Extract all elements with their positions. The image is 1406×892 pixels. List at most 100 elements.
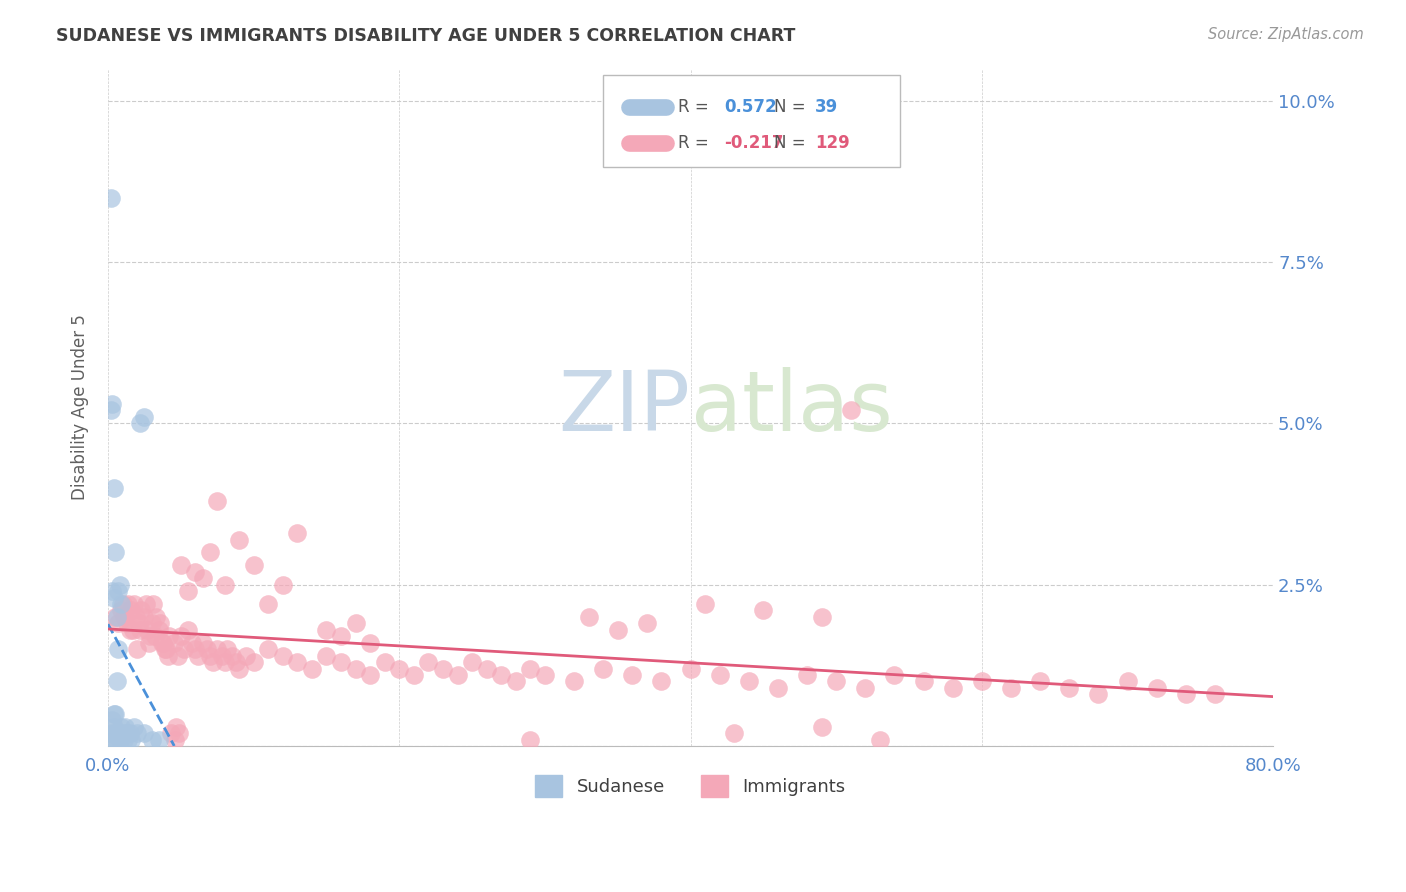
Point [1116,674,1139,689]
Point [120,732,142,747]
Point [942,681,965,695]
Point [534,668,557,682]
Point [181,636,204,650]
Point [104,706,127,721]
Point [135,597,157,611]
Point [103,706,125,721]
Point [98,732,121,747]
Point [475,662,498,676]
Text: N =: N = [775,134,811,152]
Point [114,610,136,624]
Point [271,648,294,663]
Point [100,403,122,417]
Point [205,493,228,508]
Point [177,623,200,637]
Point [883,668,905,682]
Point [578,610,600,624]
Point [104,545,127,559]
Point [169,726,191,740]
Point [191,571,214,585]
Point [101,397,124,411]
Point [118,623,141,637]
Point [107,584,129,599]
Point [103,720,125,734]
Point [107,726,129,740]
Point [127,726,149,740]
Point [402,668,425,682]
Point [839,403,862,417]
Point [214,577,236,591]
Point [129,417,152,431]
Point [145,610,167,624]
Point [152,636,174,650]
Point [105,732,128,747]
Point [141,616,163,631]
Point [170,558,193,573]
Point [108,577,131,591]
Point [970,674,993,689]
Point [108,732,131,747]
Point [112,732,135,747]
Point [159,726,181,740]
Point [242,558,264,573]
Point [150,636,173,650]
Point [131,603,153,617]
Point [103,591,125,605]
Text: R =: R = [678,98,714,116]
Point [796,668,818,682]
Point [766,681,789,695]
Point [129,623,152,637]
Point [869,732,891,747]
Point [257,642,280,657]
Point [257,597,280,611]
Point [301,662,323,676]
Point [163,732,186,747]
Point [374,655,396,669]
Point [101,713,124,727]
Text: Source: ZipAtlas.com: Source: ZipAtlas.com [1208,27,1364,42]
Point [330,629,353,643]
Point [100,190,122,204]
Point [1174,687,1197,701]
Point [810,610,832,624]
Text: ZIP: ZIP [558,367,690,448]
Point [285,526,308,541]
Point [184,642,207,657]
Point [912,674,935,689]
Point [679,662,702,676]
Point [489,668,512,682]
Point [143,629,166,643]
Point [195,642,218,657]
Point [173,642,195,657]
Point [101,732,124,747]
Point [155,642,177,657]
Point [124,610,146,624]
Point [128,616,150,631]
Text: 0.572: 0.572 [724,98,778,116]
Point [153,642,176,657]
Point [330,655,353,669]
Point [810,720,832,734]
Legend: Sudanese, Immigrants: Sudanese, Immigrants [529,768,853,805]
Point [225,655,247,669]
Point [235,648,257,663]
Point [228,533,250,547]
Point [853,681,876,695]
Point [121,623,143,637]
FancyBboxPatch shape [603,75,900,167]
Point [148,623,170,637]
Point [636,616,658,631]
Point [592,662,614,676]
Text: 39: 39 [815,98,838,116]
Point [271,577,294,591]
Point [1204,687,1226,701]
Point [191,636,214,650]
Point [505,674,527,689]
Point [825,674,848,689]
Point [738,674,761,689]
Point [344,616,367,631]
Point [156,648,179,663]
Point [115,726,138,740]
Point [221,648,243,663]
Point [187,648,209,663]
